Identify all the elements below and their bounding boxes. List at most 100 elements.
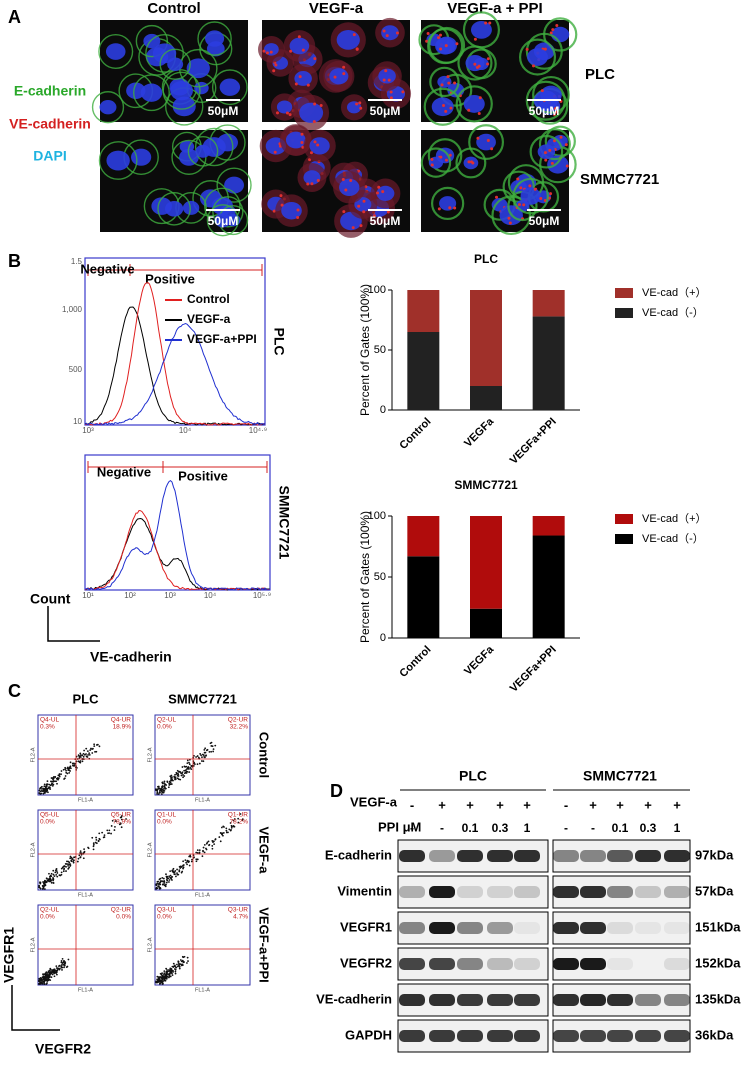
event-dot (55, 780, 58, 783)
red-dot (384, 69, 388, 73)
legend-label: VEGF-a (187, 312, 231, 326)
event-dot (168, 974, 171, 977)
cell-membrane (91, 91, 125, 124)
event-dot (113, 829, 116, 831)
event-dot (225, 829, 228, 832)
event-dot (163, 880, 166, 882)
event-dot (159, 982, 162, 985)
event-dot (69, 761, 72, 764)
event-dot (64, 766, 67, 769)
event-dot (103, 834, 106, 836)
event-dot (159, 880, 162, 883)
axis-label: VEGFR1 (1, 927, 17, 983)
event-dot (157, 885, 160, 887)
event-dot (160, 787, 163, 790)
red-dot (316, 143, 320, 147)
size-label: 36kDa (695, 1027, 734, 1042)
red-dot (486, 57, 490, 61)
event-dot (86, 750, 89, 752)
event-dot (182, 961, 185, 964)
band (457, 886, 483, 898)
column-header: VEGF-a + PPI (447, 0, 542, 17)
event-dot (161, 782, 164, 785)
red-dot (349, 178, 353, 182)
event-dot (39, 786, 42, 789)
event-dot (222, 825, 225, 828)
event-dot (163, 780, 166, 783)
band (514, 958, 540, 970)
event-dot (182, 860, 185, 863)
red-dot (519, 186, 523, 190)
histogram-frame (84, 454, 271, 591)
event-dot (162, 789, 165, 792)
red-dot (475, 65, 479, 69)
nucleus (439, 196, 457, 211)
event-dot (53, 971, 56, 974)
column-header: Control (147, 0, 200, 17)
red-dot (342, 65, 346, 69)
event-dot (60, 960, 63, 962)
band (553, 850, 579, 862)
red-dot (265, 51, 269, 55)
cell-membrane (518, 38, 557, 76)
band (635, 1030, 661, 1042)
event-dot (50, 783, 53, 786)
event-dot (44, 789, 46, 792)
red-dot (553, 106, 557, 110)
condition-label: PPI μM (378, 819, 421, 834)
quadrant-label: Q4-UL (40, 717, 60, 724)
event-dot (167, 877, 170, 880)
event-dot (52, 873, 55, 876)
channel-label: FL1-A (78, 797, 93, 803)
event-dot (163, 973, 165, 976)
red-dot (494, 195, 498, 199)
red-dot (296, 208, 300, 212)
scale-bar-label: 50μM (529, 104, 560, 118)
event-dot (50, 881, 53, 884)
event-dot (161, 883, 164, 886)
red-dot (352, 33, 356, 37)
axis-label: Count (30, 591, 71, 607)
nucleus (167, 57, 184, 72)
event-dot (181, 771, 184, 774)
event-dot (201, 855, 204, 858)
histogram-curve (84, 322, 266, 426)
event-dot (161, 876, 164, 879)
cell-membrane (462, 11, 501, 49)
red-dot (313, 57, 317, 61)
red-dot (548, 148, 552, 152)
cell-membrane (427, 138, 463, 173)
event-dot (94, 750, 96, 753)
red-dot (285, 111, 289, 115)
quadrant-value: 0.0% (116, 914, 131, 921)
event-dot (45, 787, 48, 790)
band (514, 994, 540, 1006)
event-dot (176, 963, 178, 966)
bar-segment (407, 290, 440, 332)
lane-sign: + (438, 797, 446, 812)
cell-membrane (171, 139, 207, 175)
band (399, 922, 425, 934)
bar-segment (532, 535, 565, 638)
event-dot (182, 864, 184, 867)
cell-membrane (455, 147, 487, 179)
band (664, 1030, 690, 1042)
event-dot (95, 750, 98, 753)
event-dot (177, 773, 180, 776)
red-dot (453, 81, 457, 85)
event-dot (170, 783, 173, 785)
bar-segment (470, 290, 502, 386)
band (607, 886, 633, 898)
event-dot (55, 969, 57, 972)
band (635, 994, 661, 1006)
lane-dose: 0.3 (492, 821, 509, 835)
red-dot (359, 224, 363, 228)
event-dot (175, 771, 178, 774)
event-dot (161, 786, 164, 789)
red-dot (444, 109, 448, 113)
red-dot (341, 178, 345, 182)
nucleus (195, 144, 211, 158)
quadrant-label: Q5-UL (40, 812, 60, 819)
event-dot (52, 882, 55, 884)
cell-membrane (206, 204, 239, 237)
